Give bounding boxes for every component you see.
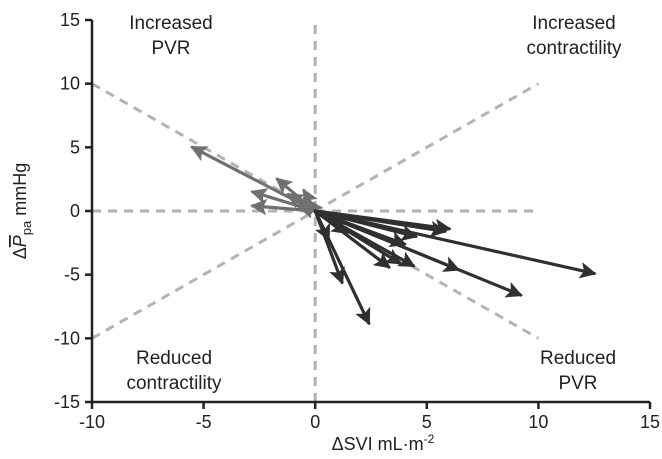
y-axis-label-unit: mmHg bbox=[10, 163, 30, 221]
y-tick-label: 0 bbox=[70, 201, 80, 221]
annotation-line: Increased bbox=[532, 13, 615, 34]
annotation-line: PVR bbox=[558, 373, 597, 394]
x-tick-label: 15 bbox=[640, 412, 660, 432]
annotation-line: PVR bbox=[151, 38, 190, 59]
vector-arrow bbox=[313, 209, 349, 235]
tick-marks bbox=[85, 18, 652, 409]
vector-arrow bbox=[313, 209, 331, 242]
y-axis-label-sub: pa bbox=[19, 220, 34, 235]
y-tick-label: -10 bbox=[54, 328, 80, 348]
annotation-line: contractility bbox=[526, 38, 622, 59]
x-tick-label: 0 bbox=[310, 412, 320, 432]
x-tick-label: -10 bbox=[79, 412, 105, 432]
annotation-line: Reduced bbox=[540, 348, 616, 369]
x-axis-label: ΔSVI mL·m-2 bbox=[332, 432, 435, 454]
annotation-bottom-right: Reduced PVR bbox=[540, 348, 616, 394]
annotation-top-right: Increased contractility bbox=[526, 13, 622, 59]
annotation-line: contractility bbox=[126, 373, 222, 394]
annotation-top-left: Increased PVR bbox=[129, 13, 212, 59]
y-tick-label: -15 bbox=[54, 392, 80, 412]
y-axis-label-delta: Δ bbox=[10, 247, 30, 259]
y-tick-label: 10 bbox=[60, 74, 80, 94]
x-axis-label-text: SVI mL·m bbox=[344, 434, 424, 454]
annotation-bottom-left: Reduced contractility bbox=[126, 348, 222, 394]
x-axis-label-sup: -2 bbox=[424, 432, 435, 446]
y-tick-label: -5 bbox=[64, 265, 80, 285]
y-axis-label: ΔPpa mmHg bbox=[10, 163, 34, 260]
vector-arrow bbox=[306, 198, 324, 218]
x-axis-label-delta: Δ bbox=[332, 434, 344, 454]
y-tick-label: 15 bbox=[60, 10, 80, 30]
x-tick-label: 5 bbox=[422, 412, 432, 432]
y-tick-label: 5 bbox=[70, 137, 80, 157]
vector-arrow bbox=[313, 209, 448, 238]
y-axis-label-symbol: P bbox=[10, 235, 30, 247]
annotation-line: Increased bbox=[129, 13, 212, 34]
annotation-line: Reduced bbox=[136, 348, 212, 369]
x-tick-label: 10 bbox=[528, 412, 548, 432]
x-tick-label: -5 bbox=[196, 412, 212, 432]
vector-arrow bbox=[313, 209, 407, 247]
vector-arrows bbox=[190, 145, 597, 326]
